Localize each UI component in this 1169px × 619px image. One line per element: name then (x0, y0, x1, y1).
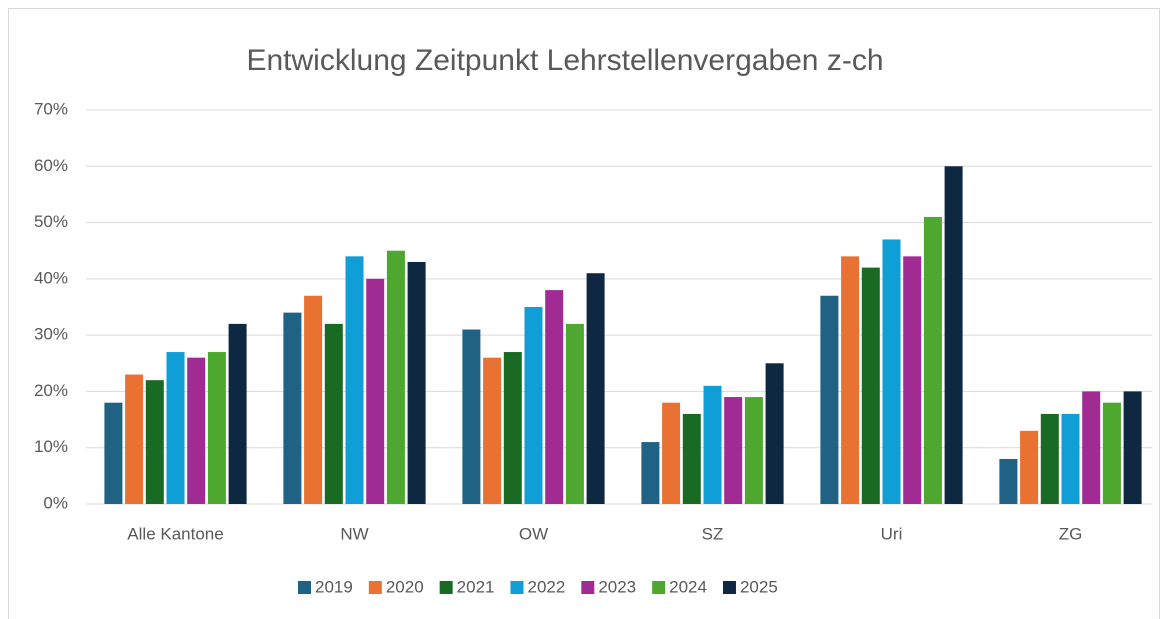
legend-label: 2022 (527, 577, 565, 596)
bar (228, 323, 247, 504)
legend-swatch (722, 581, 736, 594)
bar (345, 256, 364, 504)
bar (366, 278, 385, 504)
legend-swatch (581, 581, 595, 594)
bar (1020, 430, 1039, 504)
y-tick-label: 30% (34, 325, 68, 344)
legend-swatch (439, 581, 453, 594)
x-tick-label: NW (340, 524, 368, 543)
legend-label: 2023 (598, 577, 636, 596)
bar (682, 413, 701, 504)
legend-label: 2024 (669, 577, 707, 596)
bar (324, 323, 343, 504)
bar (304, 295, 323, 504)
y-tick-label: 20% (34, 381, 68, 400)
bar (923, 216, 942, 504)
legend-swatch (652, 581, 666, 594)
bar (166, 352, 185, 504)
x-tick-label: Alle Kantone (127, 524, 223, 543)
bar (545, 290, 564, 504)
bar (1123, 391, 1142, 504)
bar (820, 295, 839, 504)
chart-title: Entwicklung Zeitpunkt Lehrstellenvergabe… (246, 44, 883, 77)
y-tick-label: 0% (43, 493, 68, 512)
bar (1102, 402, 1121, 504)
x-tick-label: ZG (1059, 524, 1083, 543)
bar (407, 261, 426, 504)
bar (586, 273, 605, 504)
legend-swatch (368, 581, 382, 594)
bar (1061, 413, 1080, 504)
y-tick-label: 70% (34, 99, 68, 118)
bar (462, 329, 481, 504)
bar (386, 250, 405, 504)
bar (125, 374, 144, 504)
bar (662, 402, 681, 504)
legend-swatch (298, 581, 311, 594)
y-tick-label: 10% (34, 437, 68, 456)
bar (283, 312, 302, 504)
bar (724, 397, 743, 504)
x-tick-label: Uri (881, 524, 903, 543)
bar (903, 256, 922, 504)
bar (483, 357, 502, 504)
legend-label: 2020 (386, 577, 424, 596)
x-tick-label: SZ (702, 524, 724, 543)
x-tick-label: OW (519, 524, 548, 543)
bar (565, 323, 584, 504)
y-tick-label: 40% (34, 268, 68, 287)
bar (861, 267, 880, 504)
bar (104, 402, 123, 504)
legend-label: 2025 (740, 577, 778, 596)
bar (145, 380, 164, 504)
legend-swatch (510, 581, 524, 594)
bar (641, 442, 660, 504)
bar (1040, 413, 1059, 504)
legend-label: 2019 (315, 577, 353, 596)
bar (703, 385, 722, 504)
bar (503, 352, 522, 504)
bar (999, 458, 1018, 504)
bar (744, 397, 763, 504)
bar (944, 166, 963, 505)
bar (882, 239, 901, 504)
bar (207, 352, 226, 504)
legend-label: 2021 (457, 577, 495, 596)
bar (765, 363, 784, 504)
bar (841, 256, 860, 504)
y-tick-label: 60% (34, 156, 68, 175)
bar (524, 307, 543, 504)
bar (187, 357, 206, 504)
bar (1082, 391, 1101, 504)
y-tick-label: 50% (34, 212, 68, 231)
